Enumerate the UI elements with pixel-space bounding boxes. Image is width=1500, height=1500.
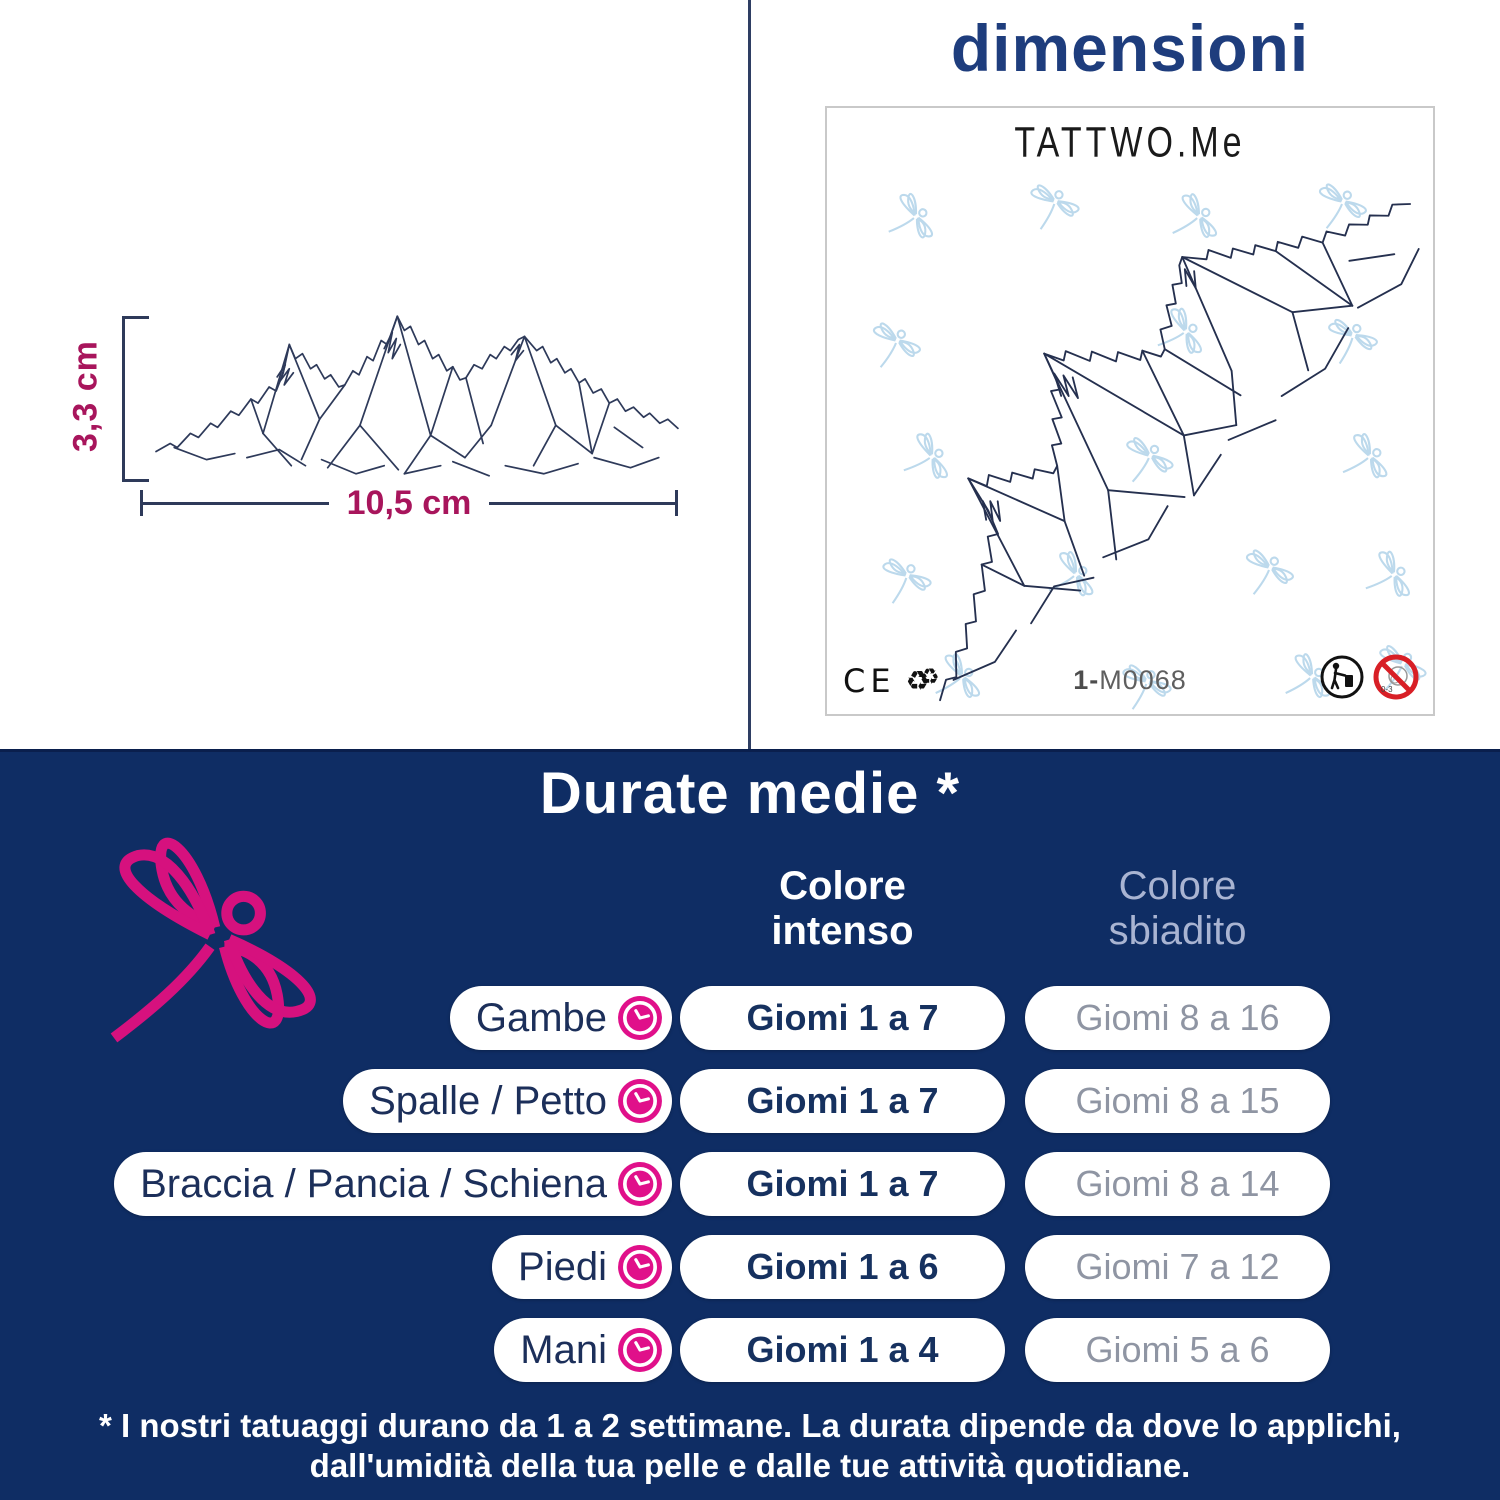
compliance-marks: CE ♻♻ [843, 662, 940, 700]
clock-icon [618, 1328, 662, 1372]
faded-duration-pill: Giomi 8 a 16 [1025, 986, 1330, 1050]
body-part-label: Mani [520, 1327, 607, 1372]
footnote: * I nostri tatuaggi durano da 1 a 2 sett… [0, 1406, 1500, 1486]
height-bracket [122, 316, 149, 482]
table-row: Mani Giomi 1 a 4 Giomi 5 a 6 [0, 1318, 1500, 1382]
warning-icons: 0-3 [1319, 652, 1421, 702]
column-header-intense: Colore intenso [680, 864, 1005, 954]
faded-duration-pill: Giomi 5 a 6 [1025, 1318, 1330, 1382]
vertical-divider [748, 0, 751, 749]
width-dimension-label: 10,5 cm [346, 483, 472, 522]
body-part-pill: Gambe [449, 986, 672, 1050]
intense-duration-pill: Giomi 1 a 7 [680, 1069, 1005, 1133]
body-part-pill: Spalle / Petto [343, 1069, 672, 1133]
clock-icon [618, 1079, 662, 1123]
intense-duration-pill: Giomi 1 a 7 [680, 1152, 1005, 1216]
bracket-line [143, 501, 329, 505]
recycle-icon: ♻♻ [905, 665, 940, 697]
sheet-code: 1-M0068 [827, 665, 1433, 696]
body-part-label: Gambe [475, 995, 607, 1040]
ce-mark: CE [843, 662, 896, 700]
tattoo-sheet-preview: TATTWO.Me CE ♻♻ 1-M0068 0-3 [825, 106, 1435, 716]
body-part-pill: Piedi [492, 1235, 672, 1299]
brand-logo: TATTWO.Me [1014, 119, 1246, 167]
clock-icon [618, 1162, 662, 1206]
footnote-line: * I nostri tatuaggi durano da 1 a 2 sett… [99, 1407, 1401, 1444]
durations-title: Durate medie * [539, 761, 961, 826]
sheet-code-number: M0068 [1099, 665, 1187, 695]
body-part-pill: Mani [494, 1318, 672, 1382]
column-header-line: sbiadito [1108, 909, 1247, 953]
table-row: Braccia / Pancia / Schiena Giomi 1 a 7 G… [0, 1152, 1500, 1216]
body-part-pill: Braccia / Pancia / Schiena [114, 1152, 672, 1216]
column-header-line: Colore [1118, 864, 1237, 908]
height-dimension-label: 3,3 cm [66, 340, 105, 452]
column-header-line: Colore [779, 864, 906, 908]
not-for-children-icon: 0-3 [1373, 654, 1419, 700]
dimensions-title: dimensioni [950, 11, 1310, 85]
body-part-label: Braccia / Pancia / Schiena [140, 1161, 607, 1206]
table-row: Piedi Giomi 1 a 6 Giomi 7 a 12 [0, 1235, 1500, 1299]
intense-duration-pill: Giomi 1 a 6 [680, 1235, 1005, 1299]
svg-text:0-3: 0-3 [1381, 685, 1393, 694]
faded-duration-pill: Giomi 8 a 14 [1025, 1152, 1330, 1216]
table-row: Spalle / Petto Giomi 1 a 7 Giomi 8 a 15 [0, 1069, 1500, 1133]
column-header-line: intenso [771, 909, 914, 953]
footnote-line: dall'umidità della tua pelle e dalle tue… [309, 1447, 1191, 1484]
intense-duration-pill: Giomi 1 a 4 [680, 1318, 1005, 1382]
tidyman-icon [1320, 655, 1364, 699]
faded-duration-pill: Giomi 7 a 12 [1025, 1235, 1330, 1299]
clock-icon [618, 996, 662, 1040]
intense-duration-pill: Giomi 1 a 7 [680, 986, 1005, 1050]
width-bracket: 10,5 cm [140, 484, 678, 522]
faded-duration-pill: Giomi 8 a 15 [1025, 1069, 1330, 1133]
body-part-label: Piedi [518, 1244, 607, 1289]
bracket-line [489, 501, 676, 505]
table-row: Gambe Giomi 1 a 7 Giomi 8 a 16 [0, 986, 1500, 1050]
clock-icon [618, 1245, 662, 1289]
column-header-faded: Colore sbiadito [1025, 864, 1330, 954]
body-part-label: Spalle / Petto [369, 1078, 607, 1123]
sheet-code-prefix: 1- [1073, 665, 1100, 695]
mountain-tattoo-drawing [150, 306, 685, 478]
